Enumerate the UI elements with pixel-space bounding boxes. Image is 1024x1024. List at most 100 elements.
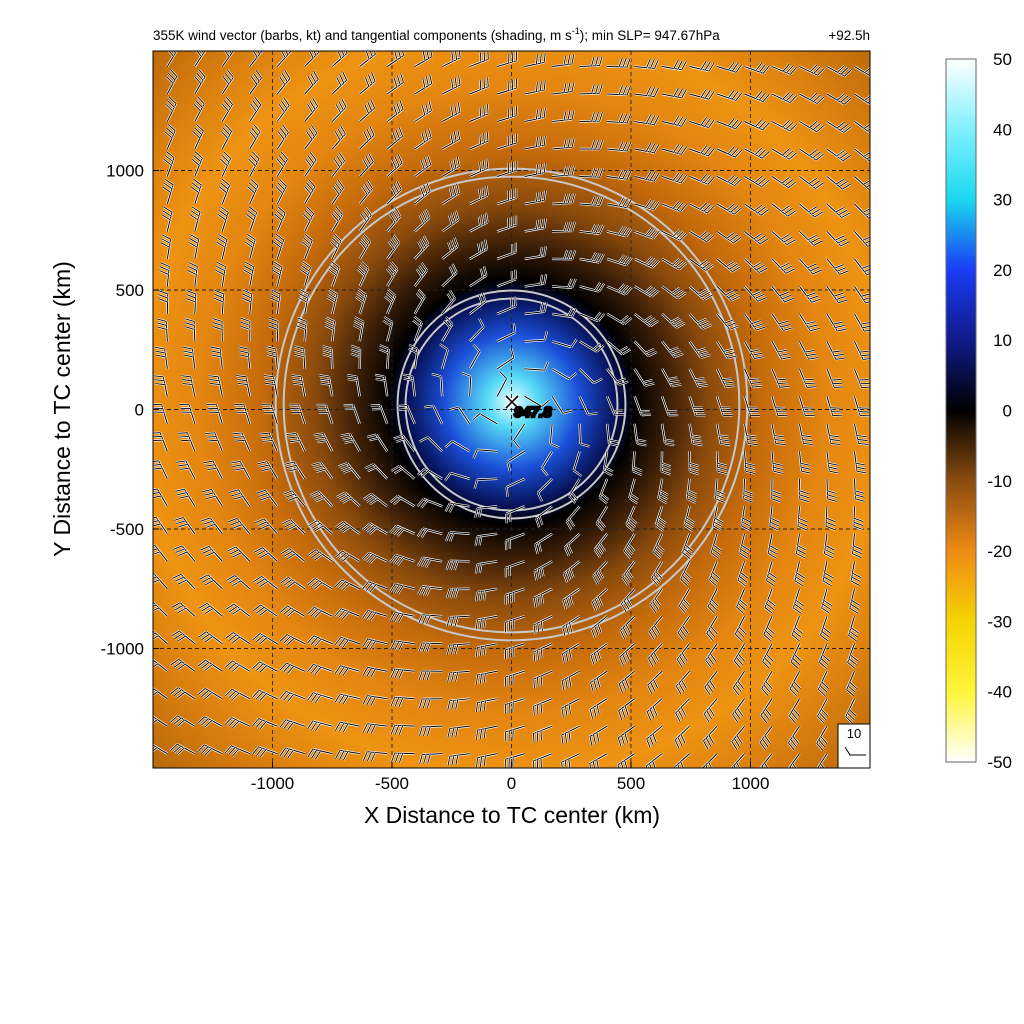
wind-barb [606,283,633,296]
wind-barb [645,725,663,749]
wind-barb [413,235,430,260]
wind-barb [504,725,525,742]
wind-barb [607,113,632,125]
wind-barb [688,451,700,476]
wind-barb [743,258,769,274]
wind-barb [743,340,765,360]
wind-barb [606,340,632,356]
wind-barb [475,725,498,740]
wind-barb [386,207,402,233]
wind-barb [469,266,488,288]
wind-barb [475,615,498,630]
wind-barb [563,532,581,557]
wind-barb [413,181,432,205]
wind-barb [853,120,870,135]
wind-barb [853,258,870,276]
range-circle-outer [396,289,627,520]
wind-barb [280,576,306,590]
wind-barb [334,578,361,592]
wind-barb [441,316,454,342]
wind-barb [759,698,774,724]
wind-barb [524,330,549,343]
wind-barb [197,630,224,645]
wind-barb [445,587,470,599]
wind-barb [153,544,169,563]
wind-barb [169,714,196,728]
wind-barb [475,642,498,658]
wind-barb [605,423,619,447]
wind-barb [441,156,461,178]
wind-barb [324,316,336,342]
wind-barb [743,313,766,331]
wind-barb [648,615,663,641]
wind-barb [798,92,825,105]
wind-barb [269,288,282,315]
wind-barb [474,505,498,518]
wind-barb [853,65,870,78]
wind-barb [374,373,389,397]
wind-barb [552,193,576,206]
wind-barb [826,92,853,106]
wind-barb [689,60,715,73]
wind-barb [153,403,169,425]
wind-barb [389,611,415,623]
wind-barb [628,478,639,505]
wind-barb [853,396,870,417]
wind-barb [386,51,405,68]
wind-barb [702,752,718,768]
wind-barb [770,395,788,417]
wind-barb [386,180,403,205]
wind-barb [853,148,870,163]
wind-barb [358,233,371,260]
wind-barb [589,642,608,665]
wind-barb [251,660,278,674]
wind-barb [244,233,257,260]
wind-barb [524,302,548,316]
wind-barb [334,607,361,620]
wind-barb [469,212,489,233]
wind-barb [650,560,664,587]
wind-barb [792,588,805,615]
wind-barb [825,368,844,389]
wind-barb [689,88,716,101]
wind-barb [826,64,853,78]
wind-barb [798,313,820,332]
wind-barb [735,588,748,615]
wind-barb [402,373,416,397]
wind-barb [761,643,774,670]
wind-barb [331,179,345,205]
wind-barb [418,669,443,681]
wind-barb [703,670,718,696]
wind-barb [661,340,684,359]
wind-barb [853,93,870,106]
wind-barb [705,615,719,642]
wind-barb [358,51,377,68]
wind-barb [578,368,603,384]
wind-barb [248,51,264,68]
wind-barb [496,188,518,206]
wind-barb [439,343,449,370]
wind-barb [710,533,722,560]
wind-barb [634,86,660,98]
wind-barb [248,96,262,123]
colorbar-ramp [945,58,977,763]
colorbar-tick-label: -30 [987,612,1012,631]
wind-barb [634,114,660,126]
wind-barb [418,697,443,709]
wind-barb [645,752,663,768]
wind-barb [171,573,196,590]
wind-barb [768,506,780,532]
wind-barb [853,340,870,361]
wind-barb [825,478,838,503]
wind-barb [634,142,660,154]
wind-barb [169,686,196,700]
wind-barb [153,629,169,645]
wind-barb [620,587,636,613]
wind-barb [815,725,829,752]
wind-barb [716,61,743,74]
wind-barb [203,460,224,480]
wind-barb [685,478,698,504]
wind-barb [606,368,629,386]
wind-barb [390,724,415,735]
wind-barb [633,395,652,417]
